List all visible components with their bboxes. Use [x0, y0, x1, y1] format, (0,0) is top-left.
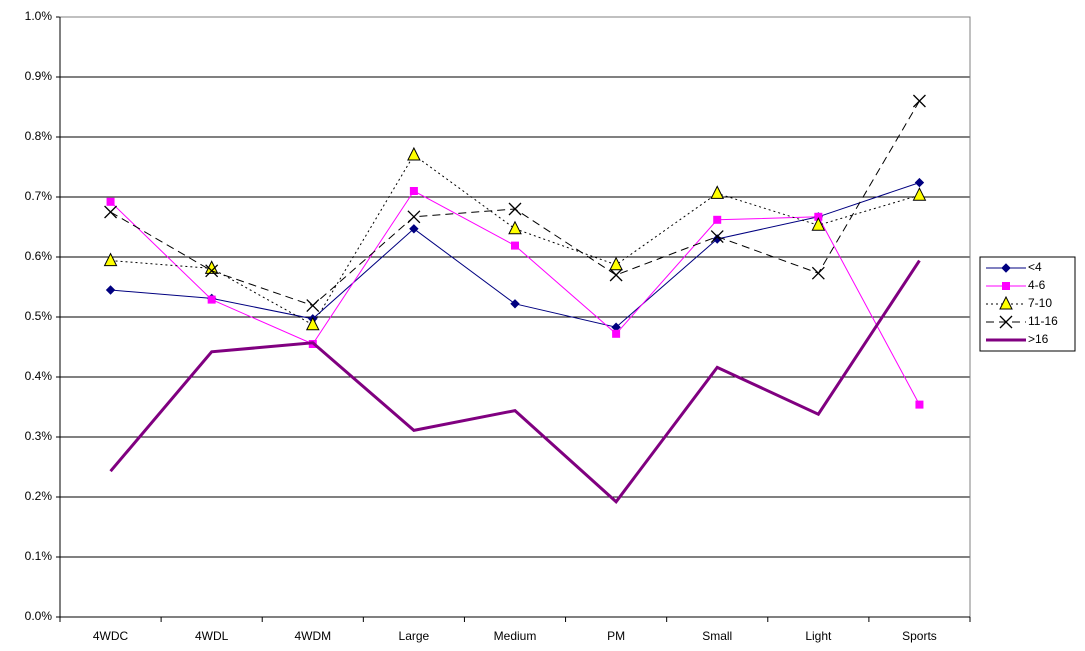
y-tick-label: 0.0% [25, 609, 53, 623]
y-tick-label: 0.8% [25, 129, 53, 143]
x-tick-label: Small [702, 629, 732, 643]
point-marker [912, 187, 927, 201]
point-marker [508, 202, 522, 216]
series-line [110, 100, 920, 307]
point-marker [510, 299, 520, 309]
point-marker [612, 329, 621, 338]
x-tick-label: 4WDC [93, 629, 129, 643]
point-marker [106, 197, 115, 206]
point-marker [305, 316, 320, 331]
legend-label: <4 [1028, 260, 1042, 274]
x-tick-label: Large [399, 629, 430, 643]
y-tick-label: 0.5% [25, 309, 53, 323]
y-tick-label: 0.3% [25, 429, 53, 443]
point-marker [811, 217, 826, 231]
legend-marker [1002, 282, 1010, 290]
legend-label: 11-16 [1028, 314, 1058, 328]
point-marker [914, 177, 925, 188]
point-marker [105, 285, 116, 295]
point-marker [511, 241, 519, 250]
point-marker [814, 212, 823, 221]
point-marker [104, 205, 118, 219]
point-marker [609, 268, 623, 282]
point-marker [609, 256, 623, 271]
point-marker [409, 187, 418, 195]
x-tick-label: 4WDL [195, 629, 229, 643]
legend-marker [1001, 263, 1011, 273]
series-line [109, 259, 921, 505]
legend-frame [979, 256, 1076, 352]
point-marker [912, 94, 926, 108]
y-tick-label: 0.4% [25, 369, 53, 383]
x-tick-label: Sports [902, 629, 937, 643]
point-marker [811, 266, 825, 280]
point-marker [207, 295, 216, 304]
point-marker [409, 224, 419, 234]
point-marker [407, 146, 421, 161]
y-tick-label: 1.0% [25, 9, 53, 23]
point-marker [205, 264, 219, 278]
point-marker [508, 220, 522, 235]
x-tick-label: Medium [494, 629, 537, 643]
series-line [110, 154, 920, 326]
legend-label: 4-6 [1028, 278, 1046, 292]
point-marker [103, 252, 118, 267]
legend-label: 7-10 [1028, 296, 1052, 310]
point-marker [407, 210, 421, 224]
x-tick-label: Light [805, 629, 832, 643]
point-marker [710, 185, 725, 199]
legend-marker [999, 295, 1013, 310]
legend-label: >16 [1028, 332, 1049, 346]
x-tick-label: PM [607, 629, 625, 643]
y-tick-label: 0.2% [25, 489, 53, 503]
y-tick-label: 0.7% [25, 189, 53, 203]
y-tick-label: 0.9% [25, 69, 53, 83]
point-marker [306, 299, 320, 313]
y-tick-label: 0.6% [25, 249, 53, 263]
point-marker [710, 230, 724, 244]
y-tick-label: 0.1% [25, 549, 53, 563]
point-marker [713, 215, 722, 224]
x-tick-label: 4WDM [294, 629, 331, 643]
legend-marker [999, 315, 1013, 329]
point-marker [915, 400, 924, 409]
